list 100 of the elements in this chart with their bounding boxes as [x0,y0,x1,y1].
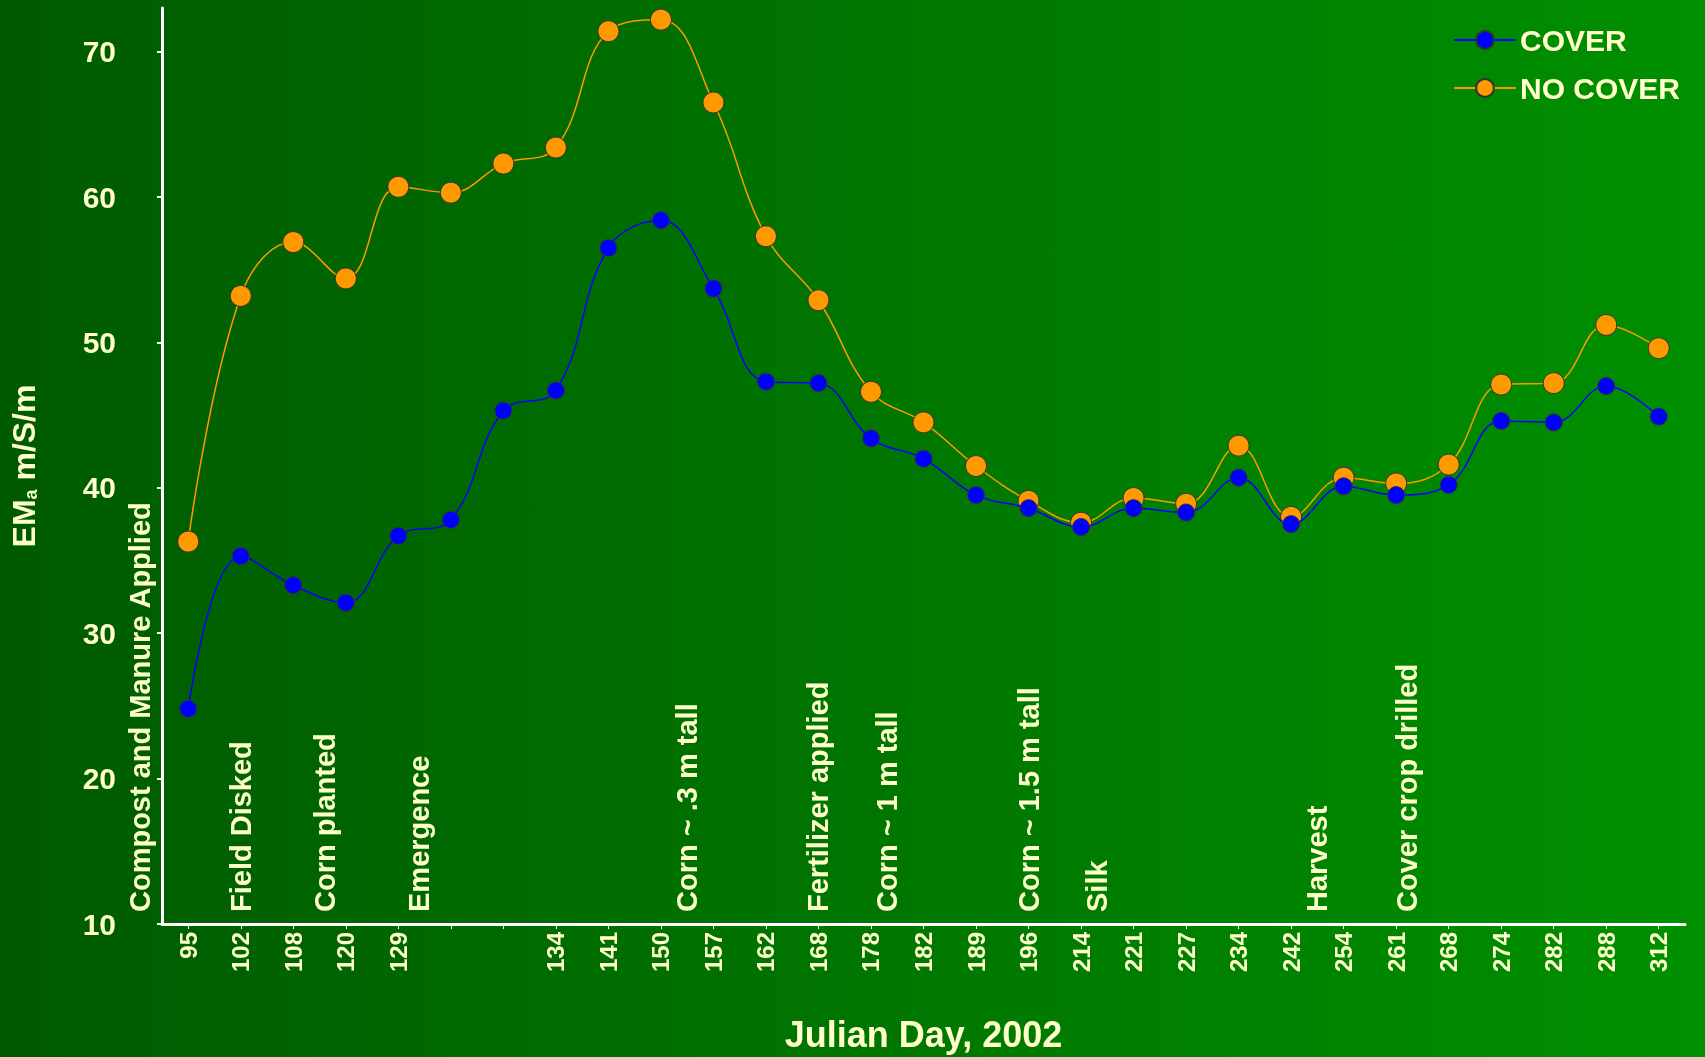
point [862,429,880,448]
x-tick-label: 168 [804,932,832,973]
point [231,547,250,566]
point [1544,413,1563,432]
y-tick-label: 70 [82,35,116,69]
x-tick-label: 120 [332,932,360,973]
point [334,267,357,290]
point [1334,477,1353,496]
point [1227,434,1250,457]
point [1177,503,1196,522]
point [1124,499,1143,518]
point [860,380,882,403]
annotation: Corn ~ 1.5 m tall [1012,687,1045,912]
point [1072,518,1091,537]
x-tick-label: 288 [1592,932,1620,973]
x-tick-label: 178 [857,932,885,973]
point [1282,515,1301,534]
point [336,593,355,612]
point [1597,377,1616,396]
annotation: Cover crop drilled [1390,663,1423,912]
y-tick-label: 10 [82,907,116,941]
text: Compost and Manure Applied [124,502,156,912]
point [1439,475,1458,494]
point [1019,499,1038,518]
x-tick-label: 150 [647,932,675,973]
point [1649,407,1668,426]
point [1437,453,1460,476]
point [1490,373,1513,396]
x-tick-label: 189 [962,932,990,973]
point [912,411,935,434]
x-tick-label: 221 [1120,932,1148,973]
x-tick-label: 102 [227,932,255,973]
x-tick-label: 196 [1015,932,1043,973]
x-tick-label: 234 [1225,931,1253,973]
annotation: Corn ~ .3 m tall [671,703,704,912]
y-tick-label: 20 [82,762,116,796]
annotation: Emergence [403,755,436,912]
y-tick-label: 60 [82,180,116,214]
x-tick-label: 227 [1172,932,1200,973]
x-tick-label: 312 [1645,932,1673,973]
x-tick-label: 134 [542,931,570,973]
point [282,231,305,254]
annotation: Corn ~ 1 m tall [870,711,903,912]
point [599,238,618,257]
point [1387,486,1406,505]
point [809,374,828,393]
point [546,381,565,400]
point [704,279,723,298]
y-axis-title: EMa m/S/m [6,384,42,548]
x-tick-label: 268 [1435,932,1463,973]
point [967,486,986,505]
y-tick-label: 50 [82,325,116,359]
point [441,510,460,529]
point [389,526,408,545]
point [756,372,775,391]
point [179,699,198,718]
x-tick-label: 157 [699,932,727,973]
point [914,449,933,468]
y-tick-label: 40 [82,471,116,505]
point [1647,337,1670,360]
point [1595,313,1618,336]
annotation: Corn planted [308,733,341,912]
point [649,8,672,31]
point [807,289,830,312]
x-tick-label: 141 [594,932,622,973]
point [492,152,515,175]
x-tick-label: 242 [1277,932,1305,973]
x-tick-label: 129 [384,932,412,973]
x-tick-label: 108 [279,932,307,973]
legend-label: NO COVER [1519,71,1681,105]
point [439,181,462,204]
annotation: Field Disked [224,741,257,912]
x-tick-label: 254 [1330,931,1358,973]
point [284,576,303,595]
x-tick-label: 274 [1487,931,1515,973]
annotation: Harvest [1301,805,1334,912]
point [177,530,200,553]
point [965,455,988,477]
point [754,225,777,248]
annotation: Fertilizer applied [802,681,835,912]
x-axis-title: Julian Day, 2002 [784,1013,1063,1055]
point [702,91,725,114]
x-tick-label: 214 [1067,931,1095,973]
x-tick-label: 282 [1540,932,1568,973]
x-tick-label: 95 [174,932,202,959]
x-tick-label: 162 [752,932,780,973]
point [494,401,513,420]
point [651,211,670,230]
point [229,284,252,307]
point [1542,372,1565,395]
point [387,175,410,198]
point [597,20,620,43]
point [544,136,567,159]
x-tick-label: 261 [1382,932,1410,973]
legend-label: COVER [1519,23,1627,57]
point [1229,468,1248,487]
x-tick-label: 182 [910,932,937,973]
y-tick-label: 30 [82,616,116,650]
annotation: Silk [1080,859,1113,912]
point [1492,411,1511,430]
